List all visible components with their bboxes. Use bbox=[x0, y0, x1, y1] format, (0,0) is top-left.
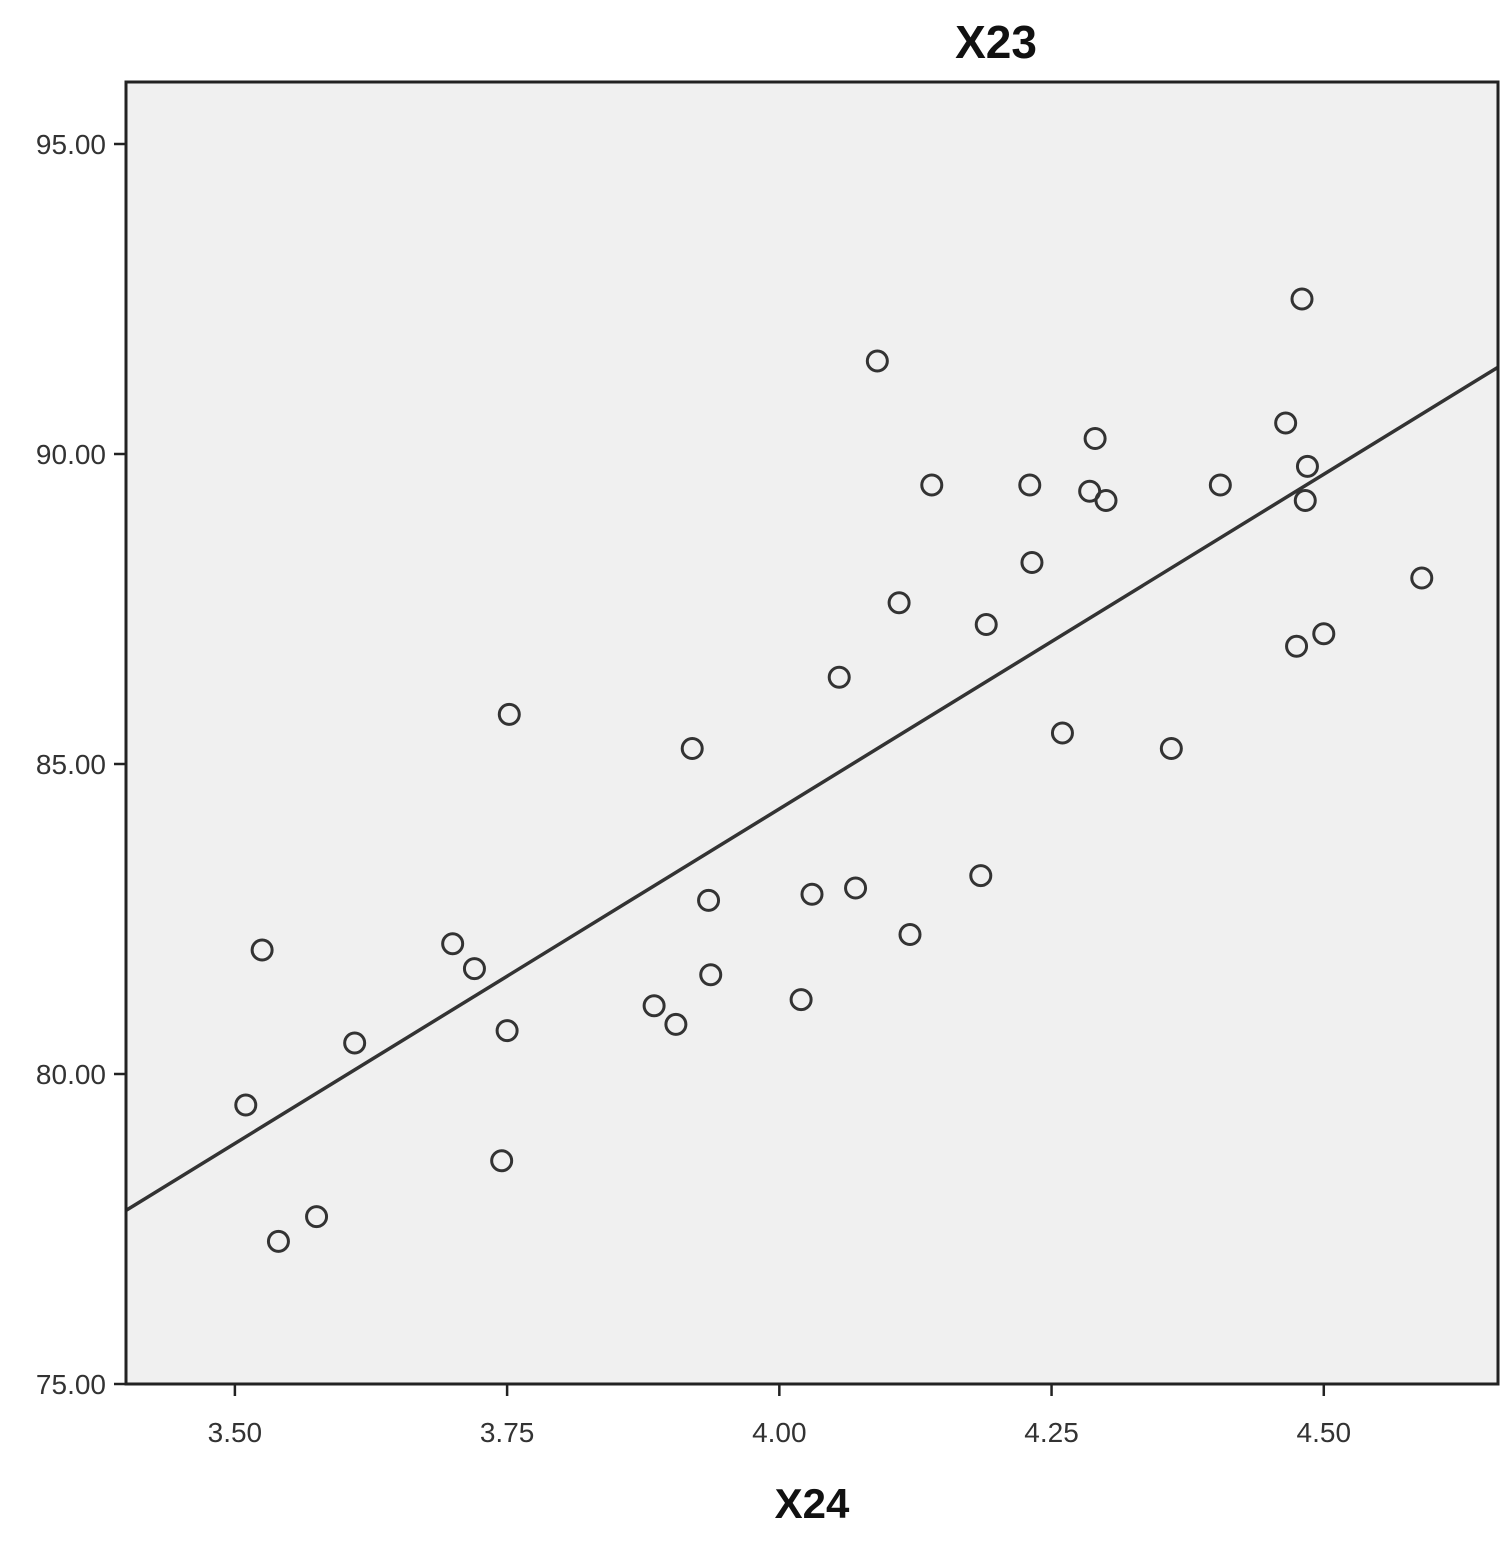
data-point bbox=[1295, 454, 1319, 478]
data-point bbox=[865, 349, 889, 373]
data-point bbox=[1159, 737, 1183, 760]
data-point bbox=[642, 994, 666, 1018]
data-point bbox=[1285, 634, 1309, 658]
data-point bbox=[462, 957, 486, 981]
fit-line-group bbox=[125, 365, 1499, 1212]
data-point bbox=[234, 1093, 258, 1117]
data-point bbox=[250, 938, 274, 962]
chart-title: X23 bbox=[955, 16, 1037, 68]
y-tick-label: 80.00 bbox=[36, 1059, 106, 1090]
data-point bbox=[305, 1205, 329, 1229]
data-point bbox=[1290, 287, 1314, 311]
data-point bbox=[800, 882, 824, 906]
data-point bbox=[680, 737, 704, 760]
plot-frame bbox=[124, 80, 1500, 1386]
data-point bbox=[497, 702, 521, 726]
data-point bbox=[1410, 566, 1434, 590]
y-tick-label: 75.00 bbox=[36, 1369, 106, 1400]
data-point bbox=[969, 864, 993, 888]
x-axis: 3.50 3.75 4.00 4.25 4.50 bbox=[208, 1384, 1351, 1448]
x-tick-label: 4.00 bbox=[752, 1417, 807, 1448]
data-point bbox=[1208, 473, 1232, 497]
x-tick-label: 4.50 bbox=[1297, 1417, 1352, 1448]
x-tick-label: 3.50 bbox=[208, 1417, 263, 1448]
data-point bbox=[266, 1229, 290, 1253]
data-point bbox=[1018, 473, 1042, 497]
data-point bbox=[1083, 427, 1107, 450]
data-point bbox=[495, 1019, 519, 1043]
data-point bbox=[1293, 489, 1317, 512]
x-axis-label: X24 bbox=[775, 1480, 850, 1527]
data-point bbox=[920, 473, 944, 497]
data-point bbox=[887, 591, 911, 615]
fit-line bbox=[125, 365, 1499, 1212]
y-tick-label: 90.00 bbox=[36, 439, 106, 470]
data-point bbox=[490, 1149, 514, 1173]
data-point bbox=[974, 613, 998, 636]
data-point bbox=[1274, 411, 1298, 435]
data-point bbox=[898, 923, 922, 946]
data-point bbox=[827, 665, 851, 689]
data-point bbox=[1020, 551, 1044, 574]
y-tick-label: 95.00 bbox=[36, 129, 106, 160]
data-point bbox=[1312, 622, 1336, 646]
data-point bbox=[697, 888, 721, 912]
x-tick-label: 4.25 bbox=[1024, 1417, 1079, 1448]
data-point bbox=[664, 1012, 688, 1036]
data-point bbox=[1094, 489, 1118, 512]
plot-area bbox=[126, 82, 1498, 1384]
data-point bbox=[1050, 721, 1074, 745]
data-point bbox=[789, 988, 813, 1012]
y-axis: 75.00 80.00 85.00 90.00 95.00 bbox=[36, 129, 126, 1400]
data-point bbox=[343, 1031, 367, 1055]
data-point bbox=[699, 963, 723, 987]
data-point bbox=[844, 876, 868, 900]
data-points bbox=[234, 287, 1434, 1253]
x-tick-label: 3.75 bbox=[480, 1417, 535, 1448]
data-point bbox=[441, 932, 465, 956]
y-tick-label: 85.00 bbox=[36, 749, 106, 780]
